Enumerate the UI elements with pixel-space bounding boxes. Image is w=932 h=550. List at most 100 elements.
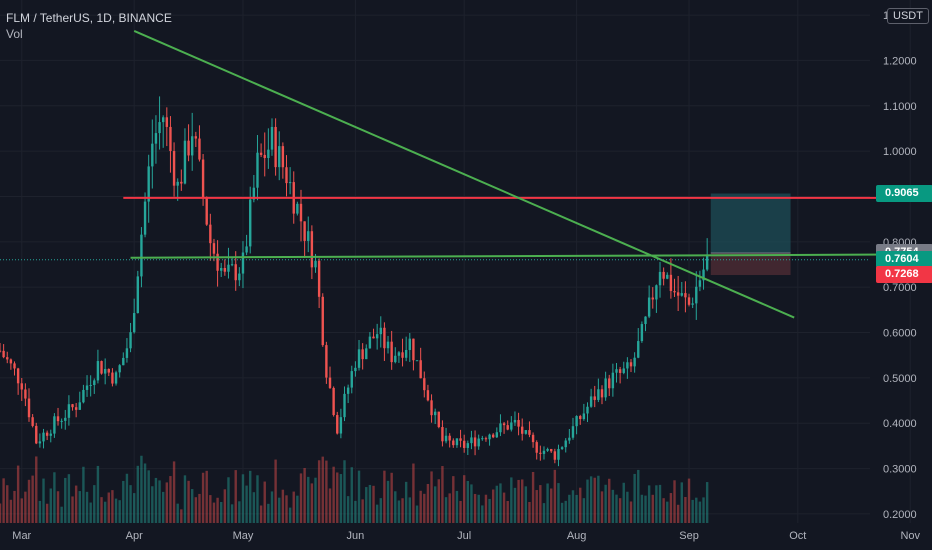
volume-bar [372, 485, 375, 523]
time-tick-label: Nov [900, 530, 920, 542]
candle [310, 225, 314, 280]
candle [132, 298, 136, 334]
volume-bar [651, 494, 654, 523]
volume-bar [118, 500, 121, 523]
candle-body [462, 440, 466, 448]
time-tick-label: Sep [679, 530, 699, 542]
candle [103, 358, 107, 385]
candle-body [241, 252, 245, 274]
candle-body [372, 336, 375, 339]
candle-body [259, 152, 263, 155]
volume-bar [673, 480, 676, 523]
currency-button[interactable]: USDT [887, 8, 929, 24]
volume-bar [194, 497, 198, 523]
candle [495, 427, 499, 439]
volume-bar [550, 488, 553, 523]
candle-body [67, 404, 71, 418]
volume-bar [441, 466, 444, 523]
volume-bar [67, 474, 71, 523]
volume-bar [575, 494, 578, 523]
volume-bar [183, 475, 187, 523]
candle-body [339, 417, 343, 434]
volume-bar [553, 469, 557, 523]
candle-body [535, 442, 538, 453]
candle-body [165, 117, 169, 127]
candle [27, 388, 31, 422]
candle-body [430, 400, 433, 416]
drawings [0, 30, 896, 319]
candle [408, 333, 411, 362]
candle [687, 293, 691, 307]
candle [412, 338, 415, 371]
candle [78, 391, 81, 410]
candle-body [299, 203, 303, 222]
candle [368, 332, 372, 349]
candle [161, 115, 165, 148]
volume-bar [680, 482, 683, 523]
volume-bar [53, 472, 56, 523]
candle-body [38, 441, 42, 444]
candle [568, 429, 571, 444]
candle [230, 256, 234, 267]
volume-bar [314, 477, 317, 523]
volume-bar [626, 491, 629, 523]
volume-bar [368, 484, 372, 523]
volume-bar [132, 493, 136, 523]
volume-bar [165, 482, 169, 523]
volume-indicator-label[interactable]: Vol [6, 27, 23, 41]
candle-body [477, 438, 480, 447]
volume-bar [13, 490, 16, 523]
candle-body [161, 117, 165, 123]
candle [180, 169, 183, 191]
volume-bar [209, 495, 212, 523]
candle [459, 429, 462, 448]
candle-body [510, 422, 513, 430]
candle [484, 436, 488, 442]
candle-body [270, 126, 274, 150]
candle [415, 360, 419, 362]
candle [332, 386, 335, 417]
candle-body [336, 415, 339, 434]
volume-bar [299, 473, 303, 523]
candle-body [354, 367, 357, 372]
volume-bar [161, 491, 165, 523]
candle-body [154, 133, 158, 144]
volume-bar [499, 483, 502, 523]
volume-bar [158, 480, 161, 523]
candle [383, 322, 386, 361]
candle-body [198, 138, 201, 160]
price-tick-label: 1.1000 [883, 101, 917, 113]
candle-body [118, 365, 121, 373]
volume-bar [317, 460, 321, 523]
candle-body [640, 324, 644, 342]
candle [691, 297, 694, 309]
volume-bar [38, 500, 42, 523]
candle [546, 447, 549, 452]
volume-bar [423, 493, 426, 523]
candle-body [89, 385, 92, 387]
candle-body [288, 182, 292, 184]
candle-body [702, 269, 705, 281]
candle-body [560, 447, 564, 449]
symbol-title[interactable]: FLM / TetherUS, 1D, BINANCE [6, 11, 172, 25]
price-tick-label: 0.6000 [883, 328, 917, 340]
candle [274, 118, 277, 176]
candle [593, 385, 596, 408]
candle-body [332, 387, 335, 416]
volume-bar [528, 502, 531, 523]
candle [524, 430, 528, 435]
volume-bar [361, 499, 364, 523]
volume-bar [223, 489, 227, 523]
candle [673, 278, 676, 297]
candle-body [647, 297, 651, 317]
volume-bar [339, 474, 343, 523]
candle-body [223, 267, 227, 272]
candle-body [684, 293, 687, 298]
candle [227, 247, 230, 279]
candle-body [129, 332, 132, 349]
candle-body [172, 151, 176, 186]
volume-bar [502, 492, 506, 523]
candle [125, 338, 129, 363]
